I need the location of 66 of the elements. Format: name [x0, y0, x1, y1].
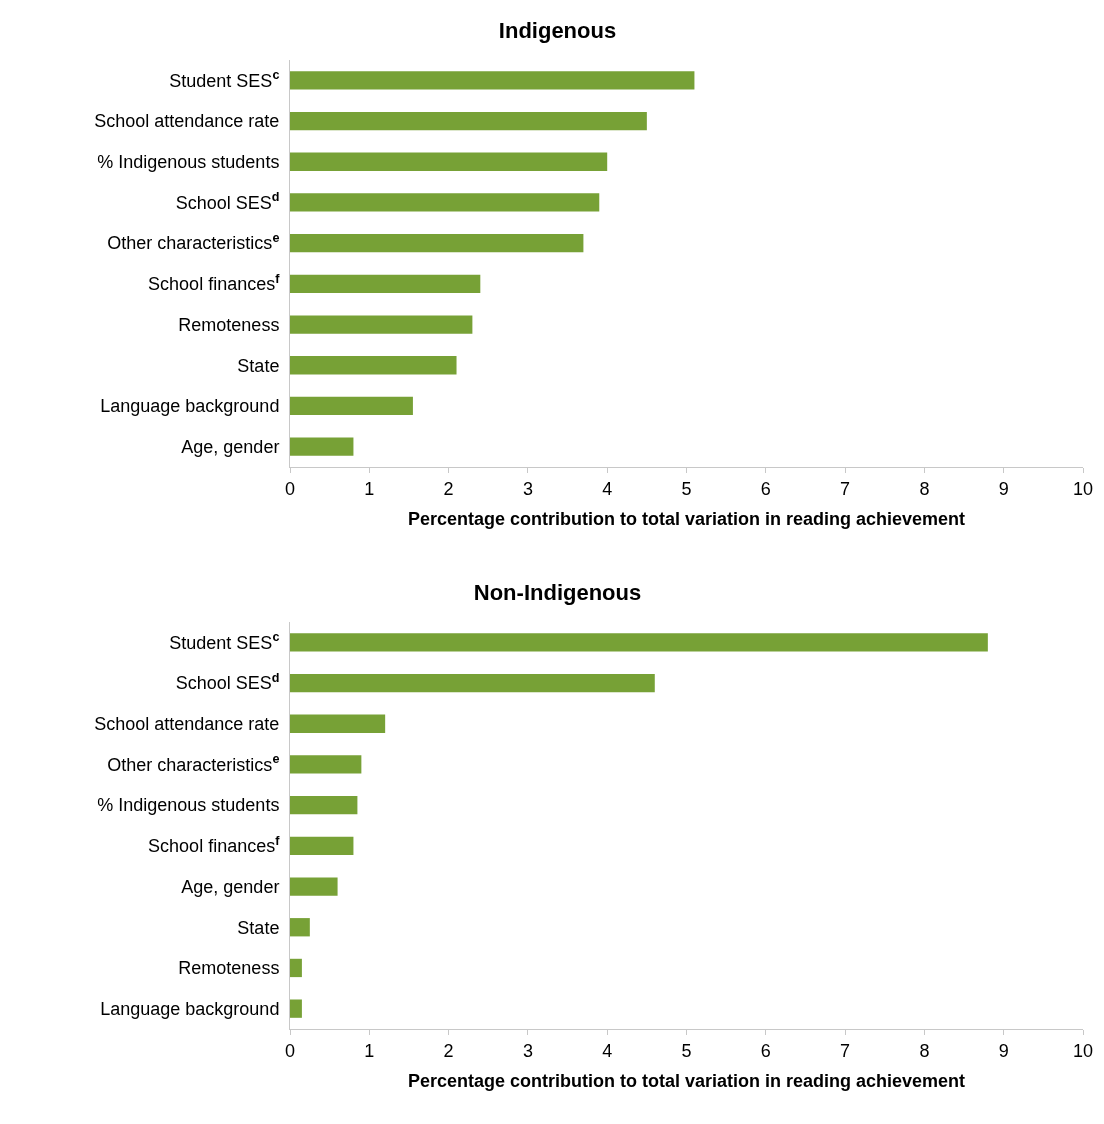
y-tick-label: School attendance rate	[94, 111, 280, 132]
y-tick-label: School finances$^{f}$	[148, 271, 281, 295]
bar	[290, 755, 362, 774]
x-tick-label: 1	[364, 478, 375, 499]
x-axis-title: Percentage contribution to total variation in reading achievement	[407, 1070, 966, 1091]
y-tick-label: Remoteness	[178, 958, 280, 979]
x-tick-label: 2	[443, 1040, 454, 1061]
x-tick-label: 6	[760, 478, 771, 499]
bar	[290, 437, 354, 456]
bar	[290, 877, 338, 896]
bar	[290, 795, 358, 815]
bar	[290, 714, 386, 733]
chart-title: Indigenous	[498, 17, 617, 43]
bar	[290, 152, 608, 171]
bar	[290, 673, 655, 693]
y-tick-label: Language background	[100, 998, 280, 1019]
bar	[290, 918, 310, 937]
x-tick-label: 1	[364, 1040, 375, 1061]
bar	[290, 356, 457, 375]
bar	[290, 193, 600, 212]
y-tick-label: School SES$^{d}$	[175, 190, 280, 213]
y-tick-label: State	[237, 355, 280, 376]
x-tick-label: 9	[998, 1040, 1009, 1061]
chart-title: Non-Indigenous	[473, 579, 642, 605]
bar	[290, 958, 302, 978]
y-tick-label: Age, gender	[181, 876, 280, 897]
x-tick-label: 0	[284, 1040, 296, 1061]
y-tick-label: School attendance rate	[94, 714, 280, 735]
x-tick-label: 3	[522, 478, 533, 499]
x-tick-label: 2	[443, 478, 454, 499]
y-tick-label: State	[237, 917, 280, 938]
y-tick-label: School finances$^{f}$	[148, 833, 281, 857]
bar	[290, 836, 354, 856]
bar	[290, 633, 988, 652]
x-tick-label: 7	[840, 478, 851, 499]
x-tick-label: 8	[919, 478, 930, 499]
bar	[290, 233, 584, 253]
x-tick-label: 5	[681, 1040, 692, 1061]
y-tick-label: % Indigenous students	[97, 152, 280, 173]
x-tick-label: 0	[284, 478, 296, 499]
x-tick-label: 4	[602, 478, 613, 499]
y-tick-label: Student SES$^{c}$	[169, 68, 280, 91]
x-tick-label: 10	[1072, 1040, 1094, 1061]
y-tick-label: Age, gender	[181, 436, 280, 457]
y-tick-label: Other characteristics$^{e}$	[107, 230, 280, 254]
y-tick-label: Student SES$^{c}$	[169, 630, 280, 653]
y-tick-label: Other characteristics$^{e}$	[107, 752, 280, 775]
y-tick-label: School SES$^{d}$	[175, 670, 280, 694]
x-tick-label: 10	[1072, 478, 1094, 499]
x-tick-label: 8	[919, 1040, 930, 1061]
bar	[290, 274, 481, 294]
x-tick-label: 9	[998, 478, 1009, 499]
x-tick-label: 7	[840, 1040, 851, 1061]
bar	[290, 396, 413, 416]
bar	[290, 71, 695, 90]
x-axis-title: Percentage contribution to total variation in reading achievement	[407, 508, 966, 529]
bar	[290, 111, 647, 131]
x-tick-label: 5	[681, 478, 692, 499]
x-tick-label: 4	[602, 1040, 613, 1061]
x-tick-label: 6	[760, 1040, 771, 1061]
y-tick-label: % Indigenous students	[97, 795, 280, 816]
x-tick-label: 3	[522, 1040, 533, 1061]
bar	[290, 315, 473, 334]
y-tick-label: Language background	[100, 396, 280, 417]
bar	[290, 999, 302, 1018]
y-tick-label: Remoteness	[178, 314, 280, 335]
